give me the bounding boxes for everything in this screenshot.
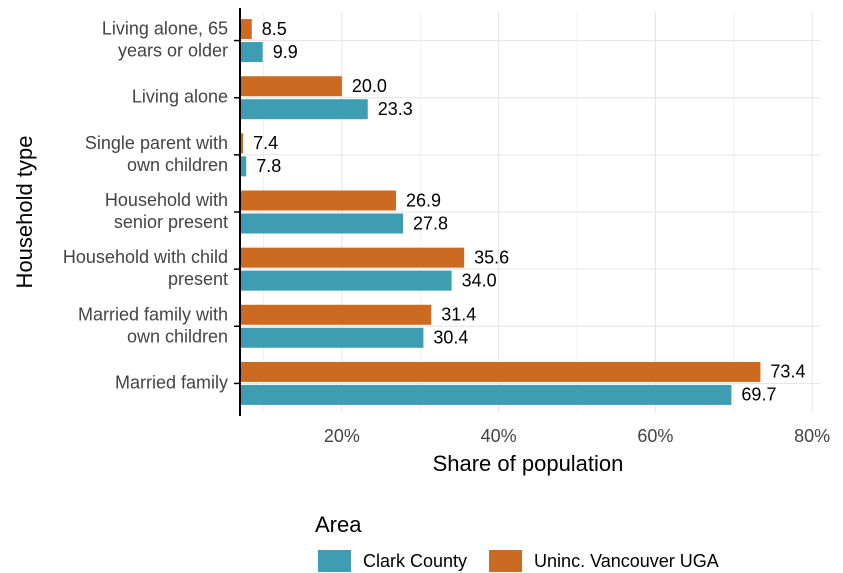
data-label: 73.4 bbox=[770, 362, 805, 382]
x-tick-label: 80% bbox=[794, 426, 830, 446]
y-tick-label: Living alone, 65 years or older bbox=[102, 18, 228, 60]
bar bbox=[240, 247, 465, 268]
data-label: 27.8 bbox=[413, 213, 448, 233]
bar bbox=[240, 327, 424, 348]
bar bbox=[240, 156, 247, 177]
bar bbox=[240, 270, 452, 291]
y-tick-label: Household with senior present bbox=[105, 190, 228, 232]
bar bbox=[240, 42, 263, 63]
legend-swatch bbox=[489, 550, 523, 572]
data-label: 23.3 bbox=[378, 99, 413, 119]
y-axis-title: Household type bbox=[12, 136, 37, 289]
x-tick-label: 40% bbox=[481, 426, 517, 446]
data-label: 26.9 bbox=[406, 190, 441, 210]
data-label: 20.0 bbox=[352, 76, 387, 96]
x-tick-label: 20% bbox=[324, 426, 360, 446]
bar bbox=[240, 190, 396, 211]
legend-label: Clark County bbox=[363, 551, 467, 571]
bar bbox=[240, 99, 368, 120]
bar bbox=[240, 213, 404, 234]
legend-label: Uninc. Vancouver UGA bbox=[534, 551, 719, 571]
x-tick-label: 60% bbox=[637, 426, 673, 446]
bar bbox=[240, 76, 342, 97]
data-label: 31.4 bbox=[441, 305, 476, 325]
y-tick-label: Married family with own children bbox=[78, 304, 228, 346]
data-label: 7.4 bbox=[253, 133, 278, 153]
bar bbox=[240, 304, 432, 325]
y-tick-label: Married family bbox=[115, 372, 228, 392]
data-label: 34.0 bbox=[462, 270, 497, 290]
data-label: 35.6 bbox=[474, 247, 509, 267]
y-tick-label: Living alone bbox=[132, 86, 228, 106]
bar bbox=[240, 133, 244, 154]
y-tick-label: Household with child present bbox=[63, 247, 228, 289]
legend-title: Area bbox=[315, 512, 362, 537]
bar bbox=[240, 361, 761, 382]
data-label: 7.8 bbox=[256, 156, 281, 176]
bar bbox=[240, 384, 732, 405]
data-label: 9.9 bbox=[273, 42, 298, 62]
data-label: 8.5 bbox=[262, 19, 287, 39]
data-label: 69.7 bbox=[741, 385, 776, 405]
data-label: 30.4 bbox=[433, 328, 468, 348]
grid bbox=[240, 12, 820, 412]
y-tick-label: Single parent with own children bbox=[85, 133, 228, 175]
x-axis-title: Share of population bbox=[433, 451, 624, 476]
legend-swatch bbox=[318, 550, 351, 572]
bar bbox=[240, 19, 252, 40]
